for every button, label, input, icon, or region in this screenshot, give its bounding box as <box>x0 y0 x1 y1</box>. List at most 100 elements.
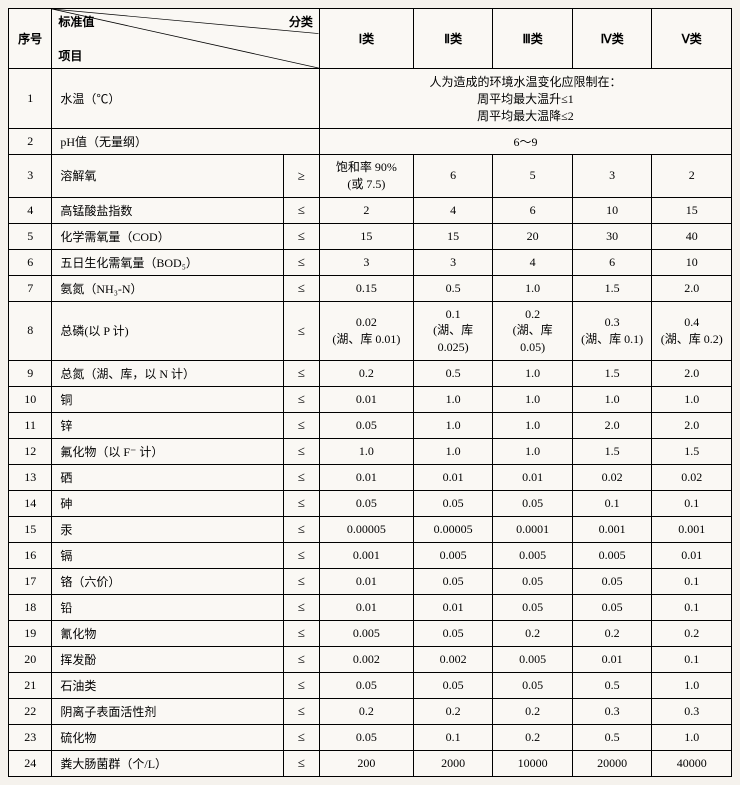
row-no: 19 <box>9 620 52 646</box>
table-row: 10铜≤0.011.01.01.01.0 <box>9 386 732 412</box>
row-operator: ≤ <box>283 490 319 516</box>
row-item: 五日生化需氧量（BOD₅） <box>52 249 283 275</box>
header-classification: 分类 <box>289 13 313 30</box>
row-operator: ≤ <box>283 412 319 438</box>
row-no: 16 <box>9 542 52 568</box>
row-item: 锌 <box>52 412 283 438</box>
row-no: 6 <box>9 249 52 275</box>
row-value-1: 200 <box>319 750 413 776</box>
row-value-3: 5 <box>493 155 573 198</box>
row-value-2: 1.0 <box>413 438 493 464</box>
row-value-5: 2.0 <box>652 275 732 301</box>
row-value-4: 0.2 <box>572 620 652 646</box>
row-value-4: 0.1 <box>572 490 652 516</box>
row-operator: ≤ <box>283 275 319 301</box>
row-operator: ≤ <box>283 594 319 620</box>
row-operator: ≤ <box>283 750 319 776</box>
row-value-2: 0.00005 <box>413 516 493 542</box>
row-value-1: 0.2 <box>319 360 413 386</box>
row-no: 7 <box>9 275 52 301</box>
row-value-2: 0.5 <box>413 275 493 301</box>
row-operator: ≤ <box>283 568 319 594</box>
row-value-4: 0.05 <box>572 594 652 620</box>
table-row: 8总磷(以 P 计)≤0.02(湖、库 0.01)0.1(湖、库 0.025)0… <box>9 301 732 360</box>
table-row: 7氨氮（NH₃-N）≤0.150.51.01.52.0 <box>9 275 732 301</box>
row-operator: ≤ <box>283 223 319 249</box>
row-no: 4 <box>9 197 52 223</box>
row-item: pH值（无量纲） <box>52 129 320 155</box>
row-value-4: 0.3 <box>572 698 652 724</box>
row-value-1: 2 <box>319 197 413 223</box>
row-value-4: 0.005 <box>572 542 652 568</box>
row-value-3: 0.05 <box>493 594 573 620</box>
row-value-3: 0.05 <box>493 672 573 698</box>
row-value-3: 1.0 <box>493 438 573 464</box>
row-item: 硫化物 <box>52 724 283 750</box>
row-value-5: 0.1 <box>652 646 732 672</box>
table-row: 16镉≤0.0010.0050.0050.0050.01 <box>9 542 732 568</box>
row-value-2: 6 <box>413 155 493 198</box>
row-item: 总磷(以 P 计) <box>52 301 283 360</box>
table-row: 6五日生化需氧量（BOD₅）≤334610 <box>9 249 732 275</box>
row-value-2: 15 <box>413 223 493 249</box>
row-operator: ≤ <box>283 516 319 542</box>
table-row: 23硫化物≤0.050.10.20.51.0 <box>9 724 732 750</box>
row-value-4: 0.3(湖、库 0.1) <box>572 301 652 360</box>
row-value-2: 0.01 <box>413 464 493 490</box>
row-value-4: 20000 <box>572 750 652 776</box>
header-standard: 标准值 <box>58 13 94 30</box>
row-value-3: 1.0 <box>493 386 573 412</box>
row-no: 9 <box>9 360 52 386</box>
row-no: 5 <box>9 223 52 249</box>
row-value-4: 10 <box>572 197 652 223</box>
row-item: 水温（℃） <box>52 69 320 129</box>
row-value-5: 40 <box>652 223 732 249</box>
row-operator: ≤ <box>283 438 319 464</box>
row-operator: ≤ <box>283 360 319 386</box>
row-value-1: 0.002 <box>319 646 413 672</box>
row-value-5: 0.1 <box>652 594 732 620</box>
row-value-4: 1.5 <box>572 275 652 301</box>
row-value-5: 40000 <box>652 750 732 776</box>
row-no: 24 <box>9 750 52 776</box>
row-value-5: 1.0 <box>652 724 732 750</box>
row-no: 18 <box>9 594 52 620</box>
row-operator: ≤ <box>283 646 319 672</box>
row-item: 砷 <box>52 490 283 516</box>
row-value-3: 6 <box>493 197 573 223</box>
row-no: 20 <box>9 646 52 672</box>
row-value-4: 1.5 <box>572 360 652 386</box>
table-row: 9总氮（湖、库，以 N 计）≤0.20.51.01.52.0 <box>9 360 732 386</box>
row-value-2: 0.002 <box>413 646 493 672</box>
row-value-3: 0.2 <box>493 620 573 646</box>
row-value-1: 0.05 <box>319 672 413 698</box>
row-value-4: 0.001 <box>572 516 652 542</box>
row-no: 8 <box>9 301 52 360</box>
row-no: 23 <box>9 724 52 750</box>
row-value-1: 0.01 <box>319 568 413 594</box>
row-no: 1 <box>9 69 52 129</box>
row-value-5: 0.4(湖、库 0.2) <box>652 301 732 360</box>
row-value-5: 15 <box>652 197 732 223</box>
row-item: 氟化物（以 F⁻ 计） <box>52 438 283 464</box>
row-value-5: 10 <box>652 249 732 275</box>
table-row: 24粪大肠菌群（个/L）≤2002000100002000040000 <box>9 750 732 776</box>
row-value-4: 30 <box>572 223 652 249</box>
table-row: 15汞≤0.000050.000050.00010.0010.001 <box>9 516 732 542</box>
row-value-4: 2.0 <box>572 412 652 438</box>
col-class-2: Ⅱ类 <box>413 9 493 69</box>
row-value-1: 15 <box>319 223 413 249</box>
row-value-3: 0.2 <box>493 698 573 724</box>
table-row: 19氰化物≤0.0050.050.20.20.2 <box>9 620 732 646</box>
col-class-4: Ⅳ类 <box>572 9 652 69</box>
table-row: 14砷≤0.050.050.050.10.1 <box>9 490 732 516</box>
row-no: 2 <box>9 129 52 155</box>
row-no: 21 <box>9 672 52 698</box>
row-item: 粪大肠菌群（个/L） <box>52 750 283 776</box>
row-value-3: 0.05 <box>493 568 573 594</box>
table-row: 11锌≤0.051.01.02.02.0 <box>9 412 732 438</box>
row-value-2: 2000 <box>413 750 493 776</box>
header-project: 项目 <box>58 47 82 64</box>
row-value-3: 0.2(湖、库 0.05) <box>493 301 573 360</box>
row-item: 挥发酚 <box>52 646 283 672</box>
